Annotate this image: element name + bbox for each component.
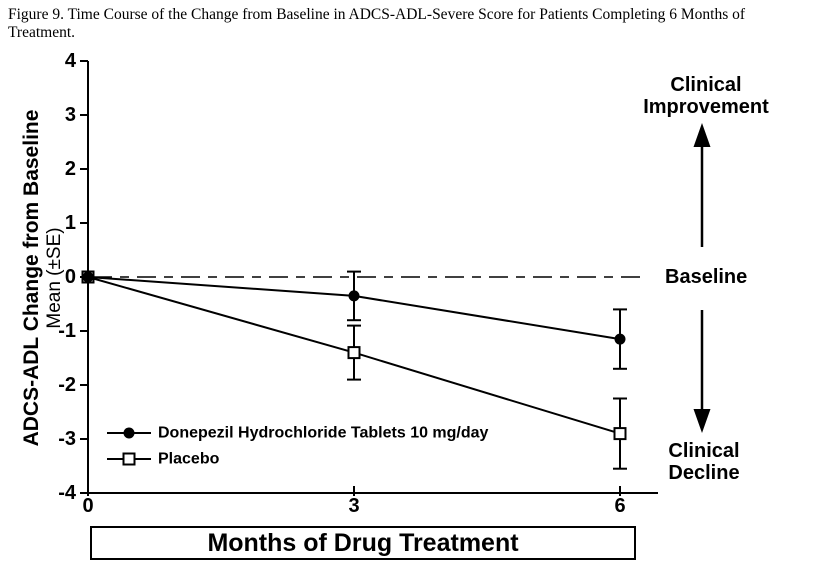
y-tick-label: 1 bbox=[65, 212, 76, 234]
x-tick-label: 6 bbox=[614, 495, 625, 517]
annotation-baseline: Baseline bbox=[665, 266, 748, 288]
data-point-marker bbox=[613, 427, 627, 441]
x-tick-label: 3 bbox=[348, 495, 359, 517]
y-tick-label: -4 bbox=[58, 482, 77, 504]
data-point-marker bbox=[348, 290, 360, 302]
clinical-improvement-arrowhead-icon bbox=[693, 123, 711, 147]
y-tick-label: -1 bbox=[58, 320, 76, 342]
annotation-clinical-improvement: Clinical Improvement bbox=[643, 74, 769, 118]
y-tick-label: -3 bbox=[58, 428, 76, 450]
clinical-decline-arrowhead-icon bbox=[693, 409, 711, 433]
legend-marker-icon bbox=[122, 452, 136, 466]
y-tick-label: 2 bbox=[65, 158, 76, 180]
data-point-marker bbox=[82, 271, 94, 283]
y-axis-subtitle: Mean (±SE) bbox=[44, 227, 65, 329]
annotation-clinical-decline: Clinical Decline bbox=[668, 440, 740, 484]
y-tick-label: 0 bbox=[65, 266, 76, 288]
data-point-marker bbox=[614, 333, 626, 345]
y-tick-label: 4 bbox=[65, 50, 77, 72]
data-point-marker bbox=[347, 346, 361, 360]
legend-label: Donepezil Hydrochloride Tablets 10 mg/da… bbox=[158, 425, 489, 442]
y-axis-title: ADCS-ADL Change from Baseline bbox=[20, 109, 43, 447]
x-tick-label: 0 bbox=[82, 495, 93, 517]
x-axis-label-box: Months of Drug Treatment bbox=[90, 526, 636, 560]
legend-marker-icon bbox=[123, 427, 135, 439]
legend-label: Placebo bbox=[158, 451, 220, 468]
y-tick-label: -2 bbox=[58, 374, 76, 396]
y-tick-label: 3 bbox=[65, 104, 76, 126]
figure-title: Figure 9. Time Course of the Change from… bbox=[8, 6, 746, 41]
